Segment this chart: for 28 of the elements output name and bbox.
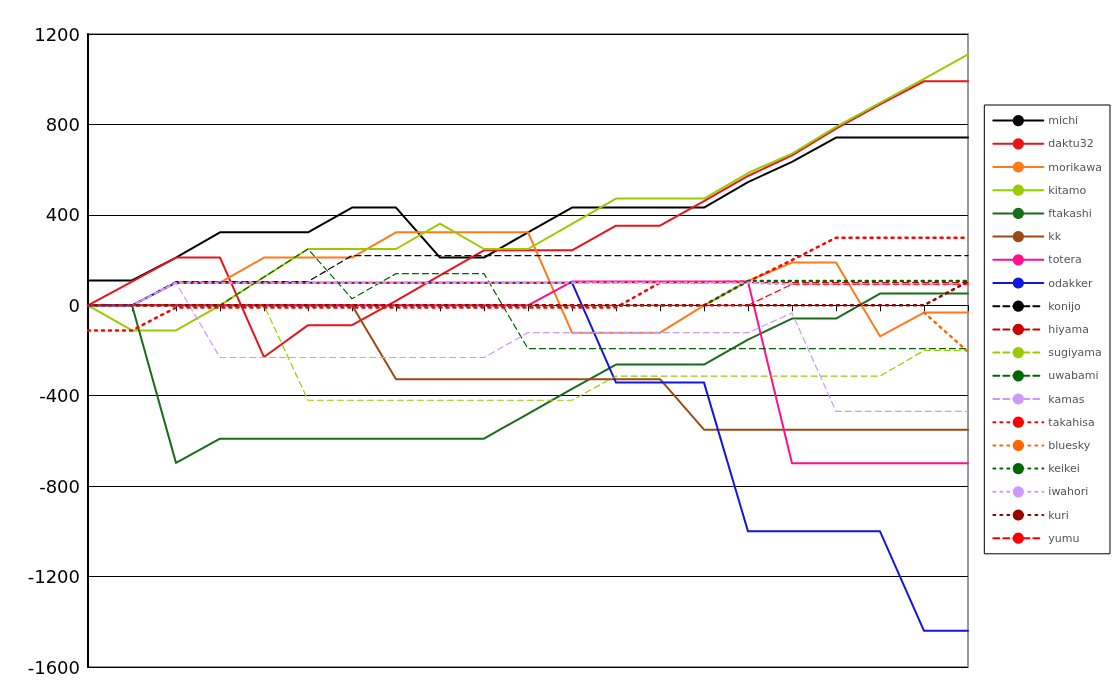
legend-label: kitamo <box>1048 183 1087 197</box>
legend-label: morikawa <box>1048 160 1103 174</box>
y-tick-label: -1600 <box>27 656 80 678</box>
legend-label: sugiyama <box>1048 346 1102 360</box>
legend-label: kk <box>1048 230 1062 244</box>
y-tick-label: 800 <box>45 113 80 135</box>
y-tick-label: 1200 <box>34 23 80 45</box>
y-tick-label: 400 <box>45 204 80 226</box>
legend-label: kamas <box>1048 392 1085 406</box>
legend-label: hiyama <box>1048 322 1090 336</box>
legend-label: iwahori <box>1048 485 1089 499</box>
legend-label: kuri <box>1048 508 1069 522</box>
legend-label: keikei <box>1048 462 1080 476</box>
y-tick-label: -400 <box>39 385 80 407</box>
legend-label: ftakashi <box>1048 206 1092 220</box>
legend-label: michi <box>1048 114 1079 128</box>
legend-label: totera <box>1048 253 1082 267</box>
legend-label: konijo <box>1048 299 1082 313</box>
line-series <box>87 80 969 359</box>
legend-label: uwabami <box>1048 369 1099 383</box>
y-tick-label: -800 <box>39 475 80 497</box>
legend-label: bluesky <box>1048 438 1091 452</box>
legend-label: daktu32 <box>1048 137 1094 151</box>
y-tick-label: 0 <box>68 294 80 316</box>
legend-label: odakker <box>1048 276 1093 290</box>
legend-label: yumu <box>1048 531 1080 545</box>
y-tick-label: -1200 <box>27 566 80 588</box>
legend-label: takahisa <box>1048 415 1095 429</box>
